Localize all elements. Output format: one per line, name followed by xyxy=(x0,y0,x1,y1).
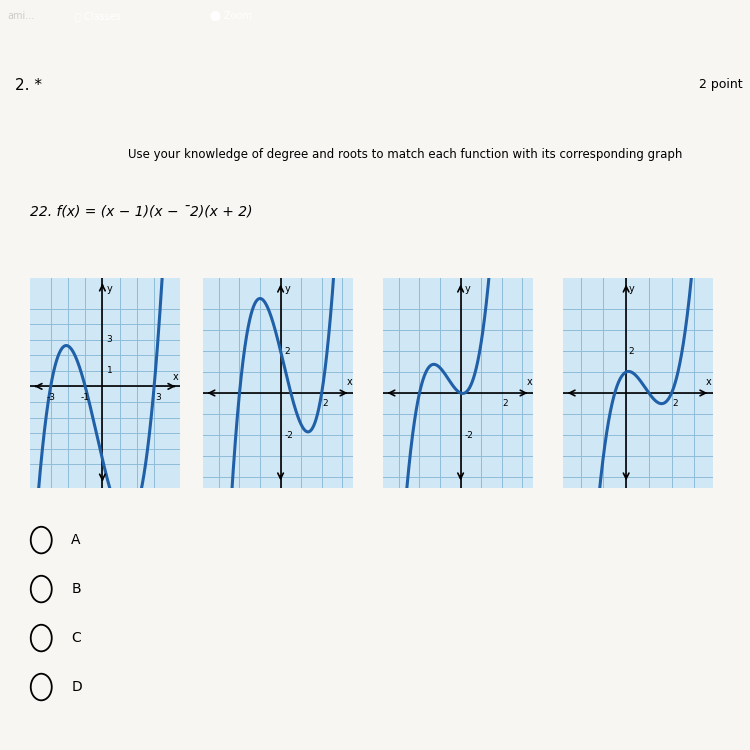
Text: -2: -2 xyxy=(464,430,473,439)
Text: 3: 3 xyxy=(106,335,112,344)
Text: 2. *: 2. * xyxy=(15,78,42,93)
Text: ami...: ami... xyxy=(8,10,34,21)
Text: -2: -2 xyxy=(284,430,293,439)
Text: y: y xyxy=(464,284,470,294)
Text: x: x xyxy=(173,372,178,382)
Text: B: B xyxy=(210,281,220,294)
Text: y: y xyxy=(284,284,290,294)
Text: 2: 2 xyxy=(503,399,509,408)
Text: -3: -3 xyxy=(46,394,56,403)
Text: x: x xyxy=(346,376,352,387)
Text: 3: 3 xyxy=(155,394,160,403)
Text: ⬜ Classes: ⬜ Classes xyxy=(75,10,121,21)
Text: 2: 2 xyxy=(284,346,290,355)
Text: -1: -1 xyxy=(81,394,90,403)
Text: 2: 2 xyxy=(673,399,678,408)
Text: C: C xyxy=(390,281,399,294)
Text: 22. f(x) = (x − 1)(x − ¯2)(x + 2): 22. f(x) = (x − 1)(x − ¯2)(x + 2) xyxy=(30,204,253,218)
Text: y: y xyxy=(628,284,634,294)
Text: A: A xyxy=(30,281,40,294)
Text: 1: 1 xyxy=(106,366,112,375)
Text: A: A xyxy=(71,533,81,547)
Text: x: x xyxy=(706,376,712,387)
Text: D: D xyxy=(570,281,580,294)
Text: 2: 2 xyxy=(628,346,634,355)
Text: y: y xyxy=(106,284,112,294)
Text: 2 point: 2 point xyxy=(699,78,742,92)
Text: C: C xyxy=(71,631,81,645)
Text: D: D xyxy=(71,680,82,694)
Text: x: x xyxy=(526,376,532,387)
Text: 2: 2 xyxy=(322,399,328,408)
Text: Use your knowledge of degree and roots to match each function with its correspon: Use your knowledge of degree and roots t… xyxy=(128,148,682,161)
Text: B: B xyxy=(71,582,81,596)
Text: ⬤ Zoom: ⬤ Zoom xyxy=(210,10,252,21)
